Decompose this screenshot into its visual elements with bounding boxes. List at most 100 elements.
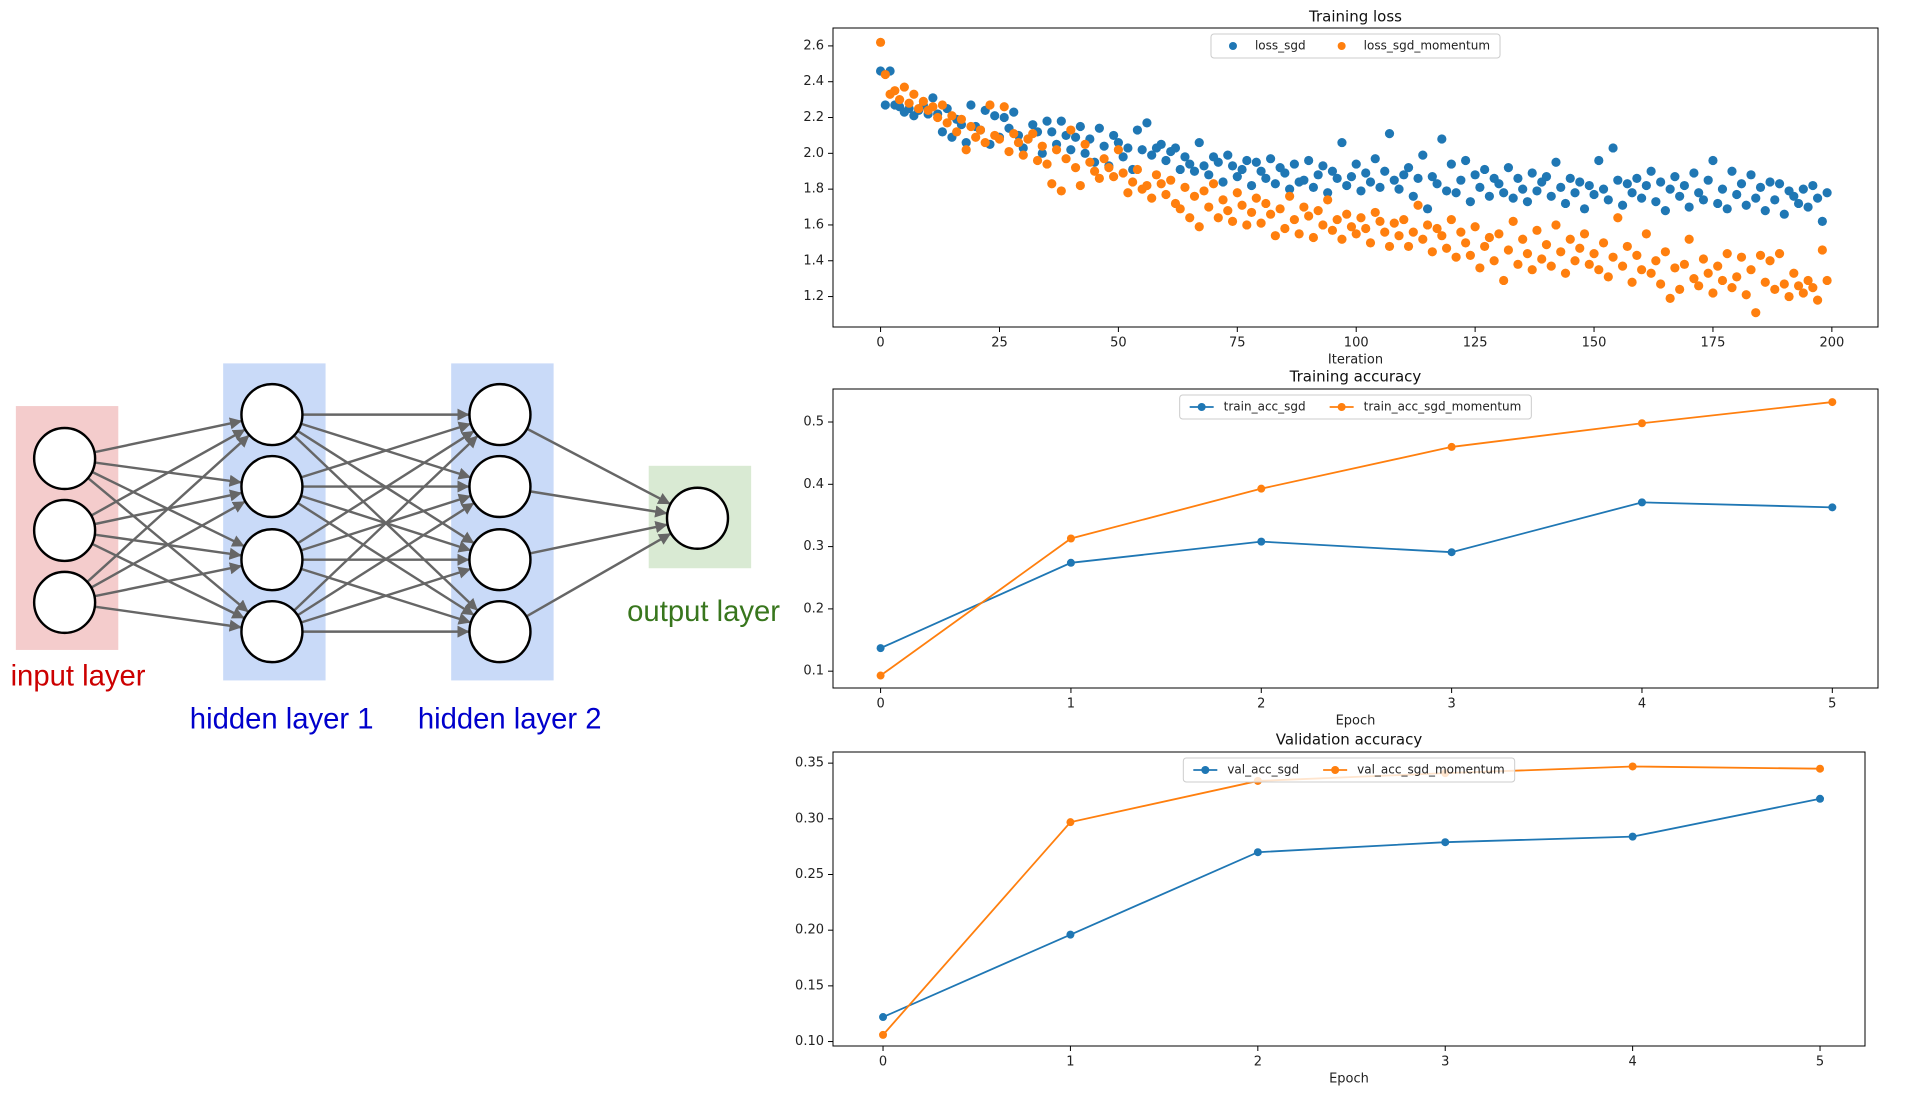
scatter-point [1603, 272, 1613, 282]
scatter-point [1194, 137, 1204, 148]
scatter-point [1608, 143, 1618, 153]
scatter-point [1461, 155, 1471, 166]
scatter-point [1480, 164, 1490, 175]
scatter-point [1432, 223, 1442, 234]
chart: Training accuracy Epoch 0.1 0.2 0.3 0.4 0.5 0 1 2… [803, 368, 1879, 729]
line-marker [1066, 930, 1075, 939]
neuron [468, 454, 532, 519]
scatter-point [1251, 193, 1261, 203]
scatter-point [1185, 159, 1195, 169]
scatter-point [1070, 163, 1081, 173]
nodes [32, 382, 730, 664]
scatter-point [1803, 202, 1813, 212]
scatter-point [1703, 268, 1713, 278]
scatter-point [933, 112, 943, 123]
scatter-point [1689, 274, 1699, 284]
scatter-point [1684, 234, 1694, 244]
scatter-point [1375, 182, 1385, 192]
scatter-point [1161, 189, 1171, 200]
scatter-point [1641, 229, 1651, 239]
line-marker [879, 1030, 888, 1039]
line-marker [1066, 818, 1075, 827]
scatter-point [1356, 213, 1366, 223]
x-tick-label: 4 [1628, 1055, 1636, 1070]
edge [94, 417, 243, 454]
y-tick-label: 2.0 [803, 146, 824, 161]
scatter-point [1208, 179, 1219, 189]
scatter-point [1646, 268, 1656, 278]
scatter-point [1694, 188, 1704, 198]
scatter-point [1441, 243, 1452, 253]
line-marker [876, 671, 885, 680]
scatter-point [1556, 182, 1566, 192]
legend-label: val_acc_sgd_momentum [1357, 763, 1505, 777]
legend: val_acc_sgd val_acc_sgd_momentum [1182, 757, 1516, 783]
scatter-point [961, 145, 971, 155]
scatter-point [1741, 200, 1751, 210]
scatter-point [1774, 179, 1785, 189]
scatter-point [1137, 145, 1147, 155]
scatter-point [1047, 179, 1057, 189]
scatter-point [1727, 166, 1737, 176]
scatter-point [1717, 184, 1728, 194]
scatter-point [1384, 129, 1395, 139]
scatter-point [1532, 186, 1542, 196]
x-tick-label: 0 [876, 336, 884, 351]
scatter-point [1332, 214, 1342, 225]
scatter-point [1327, 166, 1338, 176]
scatter-point [961, 137, 971, 148]
x-tick-label: 50 [1110, 336, 1127, 351]
legend-box [1210, 33, 1501, 59]
legend-marker [1197, 403, 1206, 411]
legend-marker [1337, 42, 1346, 50]
scatter-point [1422, 220, 1433, 230]
scatter-point [1204, 170, 1214, 180]
scatter-point [1755, 182, 1766, 192]
scatter-point [1408, 191, 1418, 201]
scatter-point [1408, 227, 1418, 237]
scatter-point [1465, 250, 1475, 260]
scatter-point [1327, 225, 1338, 235]
scatter-point [1546, 261, 1556, 271]
scatter-point [1056, 116, 1066, 126]
scatter-point [1755, 250, 1766, 260]
legend: train_acc_sgd train_acc_sgd_momentum [1179, 394, 1532, 420]
line-marker [876, 644, 885, 653]
scatter-point [928, 102, 938, 112]
scatter-point [1456, 175, 1466, 185]
scatter-point [1613, 213, 1623, 223]
x-axis-label: Epoch [1329, 1072, 1369, 1087]
scatter-point [1708, 155, 1718, 166]
scatter-point [1494, 179, 1504, 189]
scatter-point [1389, 175, 1399, 185]
scatter-point [1451, 188, 1461, 198]
scatter-point [1499, 188, 1509, 198]
network-diagram: input layer hidden layer 1 hidden layer … [11, 363, 780, 735]
scatter-point [1204, 202, 1214, 212]
neuron [665, 486, 730, 550]
scatter-point [952, 127, 962, 137]
charts: Training loss Iteration 1.2 1.4 1.6 1.8 2.0 2.2… [795, 8, 1879, 1087]
scatter-point [1513, 173, 1523, 183]
scatter-point [1166, 175, 1176, 185]
edge [526, 427, 672, 506]
scatter-point [1822, 188, 1832, 198]
scatter-point [1622, 241, 1632, 252]
scatter-point [966, 100, 976, 110]
x-tick-label: 100 [1344, 336, 1369, 351]
legend-marker [1337, 403, 1346, 411]
scatter-point [1732, 272, 1742, 282]
x-tick-label: 5 [1828, 697, 1836, 712]
scatter-point [1156, 139, 1166, 149]
x-tick-label: 200 [1819, 336, 1844, 351]
legend-marker [1228, 42, 1237, 50]
scatter-point [1746, 170, 1756, 180]
scatter-point [1375, 216, 1385, 226]
scatter-point [1803, 275, 1813, 286]
neuron [468, 382, 532, 447]
line-marker [1828, 398, 1837, 407]
scatter-point [1275, 204, 1285, 214]
scatter-point [1227, 161, 1238, 171]
scatter-point [1779, 279, 1789, 289]
scatter-point [985, 100, 995, 110]
